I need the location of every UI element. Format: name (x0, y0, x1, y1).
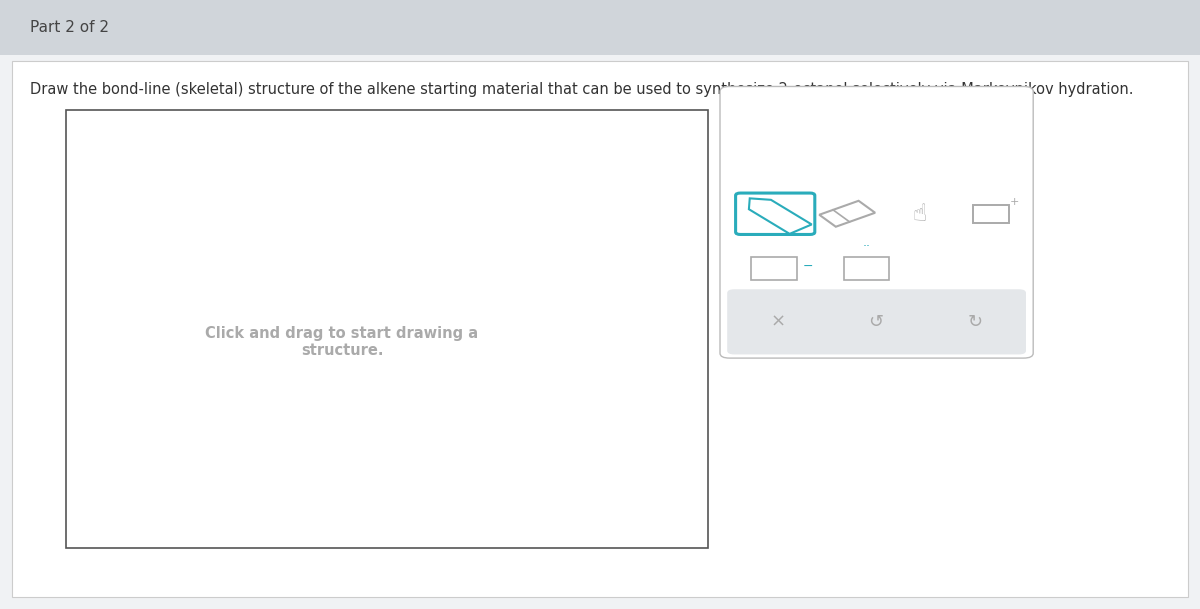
Text: ↻: ↻ (968, 313, 983, 331)
Text: Part 2 of 2: Part 2 of 2 (30, 20, 109, 35)
FancyBboxPatch shape (736, 193, 815, 234)
FancyBboxPatch shape (720, 86, 1033, 358)
Bar (66, 110, 708, 548)
Bar (844, 257, 889, 280)
Text: Click and drag to start drawing a
structure.: Click and drag to start drawing a struct… (205, 326, 479, 358)
Text: ☝: ☝ (912, 202, 926, 226)
Bar (0, 0, 1200, 55)
Text: ×: × (770, 313, 785, 331)
FancyBboxPatch shape (727, 289, 1026, 354)
Bar (751, 257, 797, 280)
Text: ↺: ↺ (869, 313, 883, 331)
Bar (973, 205, 1009, 223)
Bar (12, 61, 1188, 597)
Polygon shape (820, 201, 875, 227)
Text: ··: ·· (863, 241, 870, 253)
Text: +: + (1009, 197, 1019, 207)
Polygon shape (749, 199, 811, 234)
Text: Draw the bond-line (skeletal) structure of the alkene starting material that can: Draw the bond-line (skeletal) structure … (30, 82, 1134, 97)
Text: −: − (803, 260, 814, 273)
